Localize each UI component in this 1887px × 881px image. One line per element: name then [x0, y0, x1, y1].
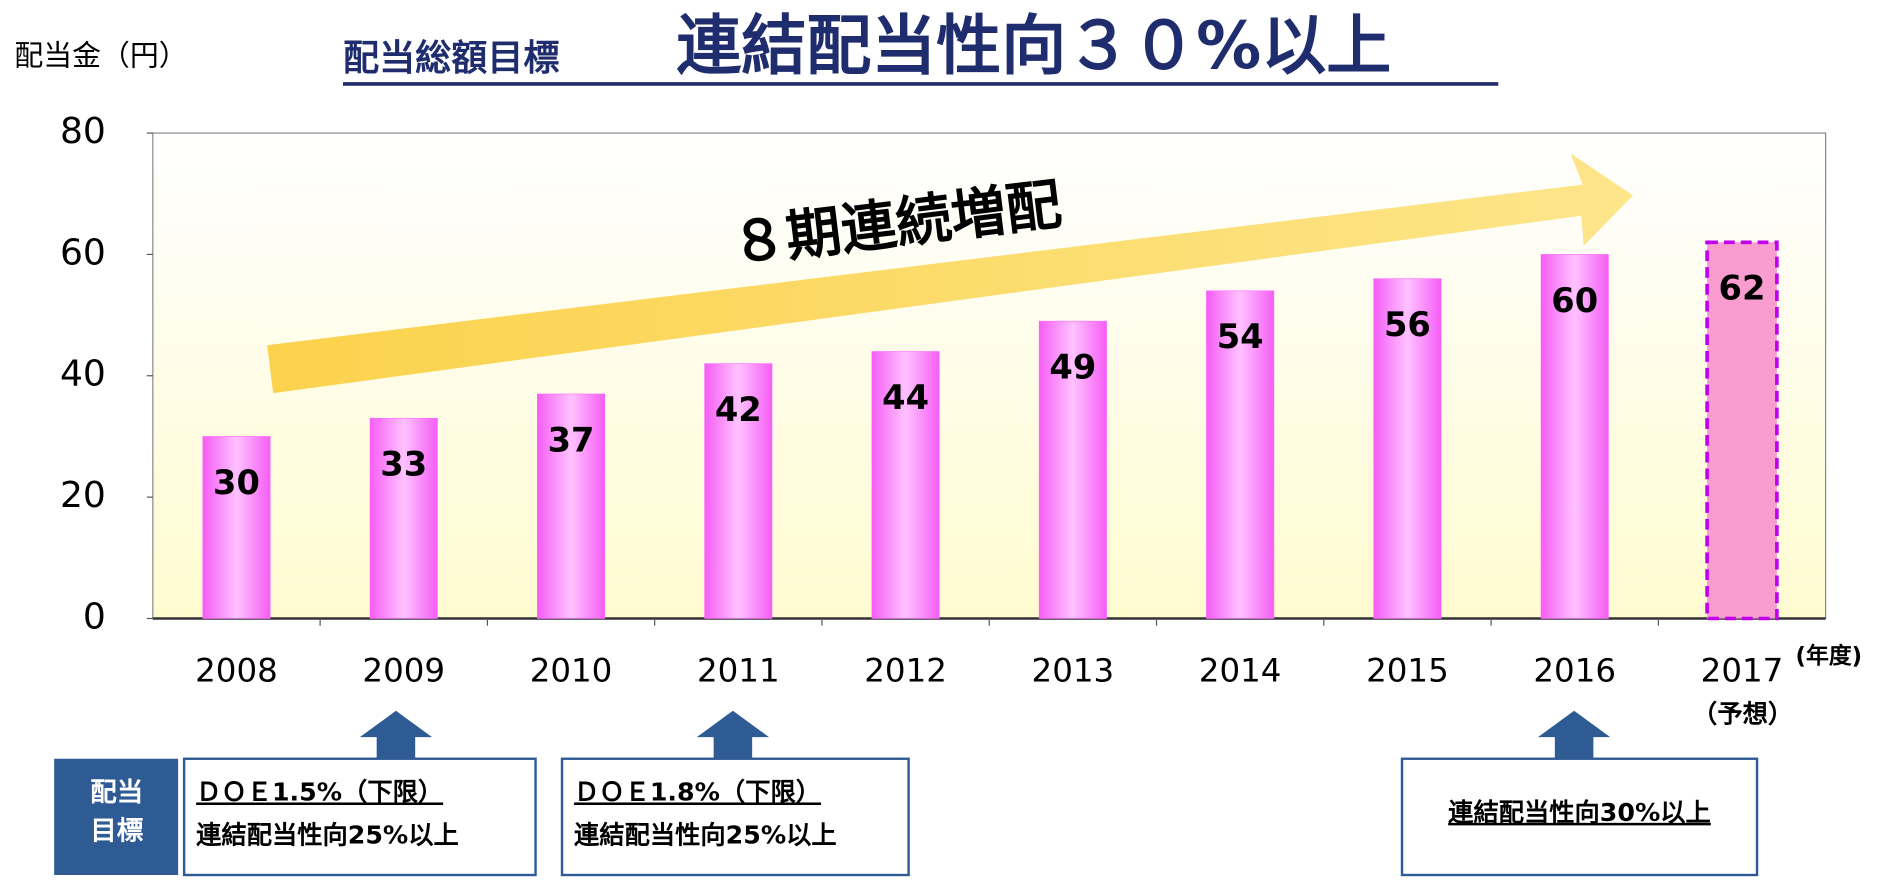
value-label: 30: [213, 463, 260, 502]
trend-arrow: [267, 153, 1634, 394]
value-label: 44: [882, 378, 929, 417]
bar: [1206, 290, 1275, 619]
target-text: ＤＯＥ1.5%（下限）: [196, 778, 443, 807]
bar: [1540, 254, 1609, 619]
value-label: 37: [548, 420, 595, 459]
y-tick-label: 40: [60, 354, 106, 395]
y-tick-label: 0: [83, 597, 106, 638]
title-prefix: 配当総額目標: [343, 38, 560, 79]
bar: [202, 436, 271, 619]
bar: [1705, 240, 1779, 621]
y-tick-label: 80: [60, 111, 106, 152]
target-text: 連結配当性向30%以上: [1448, 798, 1711, 827]
target-label: 配当: [90, 777, 143, 808]
bar: [369, 417, 438, 619]
target-box: [1400, 757, 1759, 877]
value-label: 54: [1217, 317, 1264, 356]
bar: [871, 351, 940, 619]
x-tick-label: 2011: [697, 651, 780, 689]
bar: [1373, 278, 1442, 619]
value-label: 33: [380, 445, 427, 484]
value-label: 42: [715, 390, 762, 429]
value-label: 49: [1049, 348, 1096, 387]
x-axis-label: (年度): [1796, 642, 1863, 669]
x-tick-label: 2014: [1199, 651, 1282, 689]
x-tick-label: 2012: [864, 651, 947, 689]
value-label: 60: [1551, 281, 1598, 320]
y-tick-label: 60: [60, 232, 106, 273]
y-axis-label: 配当金（円）: [14, 39, 187, 73]
y-tick-label: 20: [60, 475, 106, 516]
bar: [537, 393, 606, 619]
x-tick-label: 2017: [1701, 651, 1784, 689]
x-note: （予想）: [1692, 700, 1793, 729]
value-label: 62: [1719, 269, 1766, 308]
target-text: ＤＯＥ1.8%（下限）: [574, 778, 821, 807]
up-arrow: [696, 710, 770, 762]
target-text: 連結配当性向25%以上: [196, 821, 459, 850]
x-tick-label: 2013: [1032, 651, 1115, 689]
target-label: 目標: [90, 815, 144, 846]
up-arrow: [359, 710, 433, 762]
x-tick-label: 2010: [530, 651, 613, 689]
x-tick-label: 2016: [1533, 651, 1616, 689]
target-box: [560, 757, 910, 877]
targets: 配当 目標 ＤＯＥ1.5%（下限） 連結配当性向25%以上 ＤＯＥ1.8%（下限） 連…: [54, 710, 1759, 877]
bar: [1038, 320, 1107, 619]
x-tick-label: 2009: [362, 651, 445, 689]
up-arrow: [1538, 710, 1611, 762]
target-text: 連結配当性向25%以上: [574, 821, 837, 850]
target-box: [182, 757, 537, 877]
x-tick-label: 2008: [195, 651, 278, 689]
value-label: 56: [1384, 305, 1431, 344]
bar: [704, 363, 773, 619]
target-label-box: [54, 758, 179, 876]
x-tick-label: 2015: [1366, 651, 1449, 689]
chart-title: 連結配当性向３０%以上: [676, 9, 1391, 84]
